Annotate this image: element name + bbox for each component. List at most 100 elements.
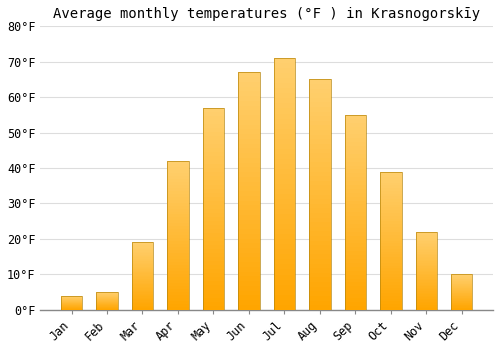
Bar xyxy=(203,205,224,209)
Bar xyxy=(451,306,472,307)
Bar xyxy=(310,153,330,158)
Bar xyxy=(416,249,437,251)
Bar xyxy=(310,126,330,130)
Bar xyxy=(168,217,188,220)
Bar xyxy=(451,293,472,294)
Bar xyxy=(344,154,366,158)
Bar xyxy=(132,272,153,273)
Bar xyxy=(416,279,437,280)
Bar xyxy=(274,119,295,124)
Bar xyxy=(96,297,117,298)
Bar xyxy=(274,300,295,305)
Bar xyxy=(238,215,260,219)
Bar xyxy=(451,296,472,297)
Bar xyxy=(416,257,437,258)
Bar xyxy=(344,255,366,259)
Bar xyxy=(380,257,402,260)
Bar xyxy=(168,262,188,265)
Bar xyxy=(274,78,295,83)
Bar xyxy=(132,289,153,291)
Bar xyxy=(274,108,295,113)
Bar xyxy=(416,263,437,265)
Bar xyxy=(168,256,188,259)
Bar xyxy=(274,104,295,108)
Bar xyxy=(238,101,260,106)
Bar xyxy=(380,266,402,268)
Bar xyxy=(310,236,330,241)
Bar xyxy=(451,304,472,305)
Bar xyxy=(310,282,330,287)
Bar xyxy=(416,303,437,305)
Bar xyxy=(380,224,402,227)
Bar xyxy=(203,112,224,116)
Bar xyxy=(416,285,437,286)
Bar xyxy=(238,243,260,248)
Bar xyxy=(310,144,330,148)
Bar xyxy=(132,294,153,295)
Bar xyxy=(238,162,260,167)
Bar xyxy=(274,265,295,270)
Bar xyxy=(274,73,295,78)
Bar xyxy=(203,221,224,225)
Bar xyxy=(203,176,224,181)
Bar xyxy=(168,250,188,253)
Bar xyxy=(380,252,402,254)
Bar xyxy=(274,244,295,249)
Bar xyxy=(310,162,330,167)
Bar xyxy=(274,249,295,254)
Bar xyxy=(380,180,402,183)
Bar xyxy=(238,129,260,134)
Bar xyxy=(203,140,224,144)
Bar xyxy=(274,254,295,259)
Bar xyxy=(310,254,330,259)
Bar xyxy=(344,158,366,162)
Bar xyxy=(168,179,188,182)
Bar xyxy=(203,116,224,120)
Bar xyxy=(310,199,330,204)
Bar xyxy=(344,115,366,119)
Bar xyxy=(310,98,330,103)
Bar xyxy=(380,254,402,257)
Bar xyxy=(344,251,366,255)
Bar xyxy=(451,292,472,293)
Bar xyxy=(203,270,224,273)
Bar xyxy=(416,266,437,268)
Bar xyxy=(451,278,472,279)
Bar xyxy=(168,170,188,173)
Bar xyxy=(380,205,402,208)
Bar xyxy=(344,212,366,216)
Bar xyxy=(238,106,260,110)
Bar xyxy=(96,302,117,303)
Bar xyxy=(310,158,330,162)
Bar xyxy=(132,253,153,254)
Bar xyxy=(380,172,402,310)
Bar xyxy=(238,144,260,148)
Bar xyxy=(451,294,472,295)
Bar xyxy=(344,134,366,138)
Title: Average monthly temperatures (°F ) in Krasnogorskīy: Average monthly temperatures (°F ) in Kr… xyxy=(53,7,480,21)
Bar xyxy=(344,142,366,146)
Bar xyxy=(203,217,224,221)
Bar xyxy=(238,177,260,182)
Bar xyxy=(310,107,330,112)
Bar xyxy=(416,258,437,260)
Bar xyxy=(451,284,472,285)
Bar xyxy=(344,146,366,150)
Bar xyxy=(168,301,188,304)
Bar xyxy=(310,181,330,186)
Bar xyxy=(274,209,295,214)
Bar xyxy=(274,229,295,234)
Bar xyxy=(238,158,260,162)
Bar xyxy=(168,253,188,256)
Bar xyxy=(344,150,366,154)
Bar xyxy=(416,293,437,294)
Bar xyxy=(380,188,402,191)
Bar xyxy=(238,153,260,158)
Bar xyxy=(168,220,188,223)
Bar xyxy=(344,306,366,310)
Bar xyxy=(310,112,330,116)
Bar xyxy=(203,237,224,241)
Bar xyxy=(274,113,295,119)
Bar xyxy=(274,280,295,285)
Bar xyxy=(203,181,224,184)
